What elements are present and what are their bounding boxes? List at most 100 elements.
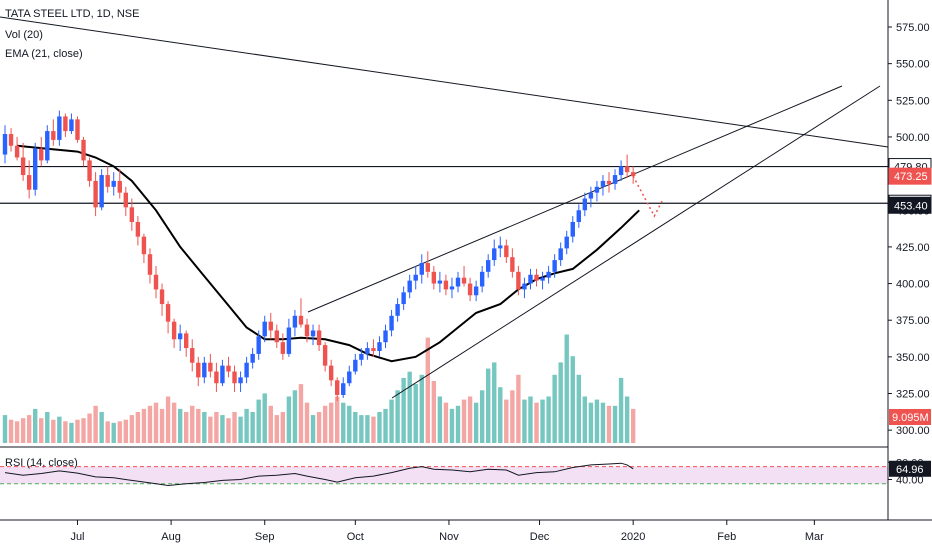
- candle-body: [26, 175, 32, 190]
- candle: [93, 172, 98, 217]
- volume-bar: [39, 418, 44, 443]
- candle: [552, 254, 557, 278]
- candle-body: [51, 131, 56, 140]
- time-tick-label: Aug: [161, 531, 181, 543]
- price-tick-label: 300.00: [896, 425, 930, 437]
- candle-body: [347, 371, 352, 384]
- candle-body: [75, 119, 80, 140]
- volume-bar: [123, 419, 128, 443]
- wedge-lower-line: [391, 85, 881, 399]
- candle-body: [582, 198, 588, 211]
- candle-body: [534, 274, 539, 281]
- candle-body: [630, 172, 636, 177]
- legend-volume[interactable]: Vol (20): [5, 29, 43, 41]
- candle: [594, 180, 600, 202]
- candle: [419, 254, 424, 284]
- candle: [292, 309, 298, 337]
- candle: [486, 254, 491, 278]
- candle-body: [93, 180, 98, 208]
- candle: [274, 324, 279, 349]
- price-tick-label: 350.00: [896, 352, 930, 364]
- candle-body: [147, 254, 153, 275]
- volume-bar: [99, 412, 104, 443]
- volume-bar: [322, 405, 328, 443]
- candle: [190, 339, 195, 372]
- legend-symbol[interactable]: TATA STEEL LTD, 1D, NSE: [5, 8, 140, 20]
- candle: [582, 192, 588, 217]
- volume-bar: [292, 390, 298, 443]
- volume-bar: [274, 415, 279, 443]
- candle-body: [117, 180, 122, 193]
- candle: [606, 172, 612, 193]
- legend-ema[interactable]: EMA (21, close): [5, 48, 83, 60]
- candle: [377, 336, 382, 357]
- candle-body: [455, 277, 461, 287]
- candle: [473, 280, 479, 302]
- volume-bar: [486, 368, 491, 443]
- candle-body: [449, 286, 455, 290]
- candle: [564, 230, 569, 255]
- candle-body: [618, 166, 624, 176]
- candle-body: [81, 139, 86, 161]
- candle: [147, 248, 153, 284]
- rsi-pane[interactable]: [0, 462, 888, 487]
- volume-bar: [389, 399, 394, 443]
- candle-body: [431, 271, 437, 284]
- rsi-badge: 64.96: [889, 460, 931, 477]
- volume-bar: [310, 415, 316, 443]
- volume-bar: [564, 334, 569, 443]
- volume-bar: [504, 399, 509, 443]
- volume-bar: [540, 399, 545, 443]
- candle-body: [111, 180, 116, 187]
- volume-bar: [117, 421, 122, 443]
- candle: [280, 333, 286, 360]
- volume-bar: [26, 415, 32, 443]
- volume-bar: [461, 399, 467, 443]
- candle: [618, 160, 624, 181]
- price-tick-label: 550.00: [896, 59, 930, 71]
- volume-bar: [612, 405, 618, 443]
- candle-body: [383, 330, 388, 343]
- candle-body: [196, 362, 201, 378]
- candle-body: [202, 362, 207, 378]
- candle-body: [159, 289, 165, 305]
- legend-rsi[interactable]: RSI (14, close): [5, 457, 78, 469]
- candle-body: [564, 236, 569, 249]
- candle: [455, 271, 461, 293]
- candle: [316, 324, 322, 351]
- volume-bar: [437, 396, 443, 443]
- volume-bar: [419, 374, 424, 443]
- volume-bar: [371, 416, 376, 443]
- price-badge-label: 453.40: [894, 200, 928, 212]
- wedge-upper-line: [307, 85, 843, 313]
- volume-bar: [93, 405, 98, 443]
- volume-bar: [87, 413, 92, 443]
- candle: [117, 169, 122, 199]
- candle-body: [461, 277, 467, 284]
- candle-body: [105, 175, 110, 187]
- candle: [522, 277, 527, 299]
- volume-bar: [395, 390, 400, 443]
- candle: [268, 312, 273, 340]
- volume-bar: [268, 405, 273, 443]
- volume-bar: [33, 408, 38, 443]
- volume-bar: [479, 390, 485, 443]
- candle: [328, 359, 334, 387]
- price-pane[interactable]: [0, 16, 889, 443]
- volume-bar: [576, 374, 581, 443]
- volume-bar: [63, 421, 68, 443]
- candle-body: [624, 166, 630, 173]
- downtrend-line: [0, 16, 889, 148]
- candle: [570, 216, 575, 243]
- volume-bar: [365, 415, 370, 443]
- volume-bar: [467, 396, 473, 443]
- volume-bar: [328, 402, 334, 443]
- time-tick-label: Feb: [717, 531, 736, 543]
- candle-body: [389, 315, 394, 331]
- price-badge: 473.25: [888, 167, 932, 185]
- candle: [576, 204, 581, 228]
- volume-bar: [57, 416, 62, 443]
- candle: [69, 113, 74, 135]
- volume-bar: [588, 402, 594, 443]
